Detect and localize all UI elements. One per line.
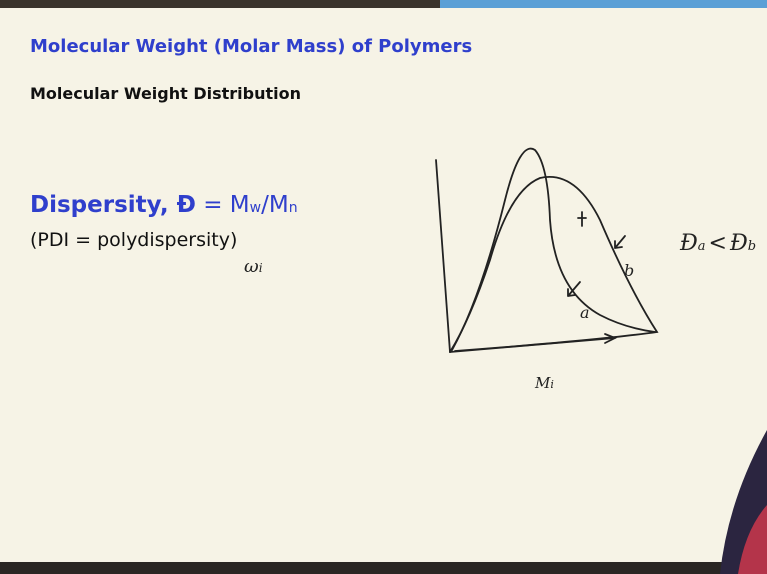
formula-lhs: Dispersity, Đ [30, 192, 196, 218]
formula-sub: n [289, 200, 298, 216]
curve-a-label: a [580, 303, 590, 322]
curve-b-label: b [624, 261, 634, 280]
page: Molecular Weight (Molar Mass) of Polymer… [0, 0, 767, 574]
label-sub: i [259, 261, 263, 275]
d: Đ [679, 231, 698, 256]
top-bar-accent [440, 0, 767, 8]
label: M [534, 374, 551, 392]
formula-m: M [269, 192, 289, 218]
d-sub: b [748, 239, 756, 254]
slide: Molecular Weight (Molar Mass) of Polymer… [0, 0, 767, 574]
top-bar [0, 0, 440, 8]
d-sub: a [698, 239, 706, 254]
bottom-bar [0, 562, 767, 574]
note: (PDI = polydispersity) [30, 229, 237, 251]
formula-equals: = [203, 192, 222, 218]
comparison: Đa<Đb [679, 231, 756, 256]
formula-sub: w [250, 200, 261, 216]
op: < [709, 231, 727, 256]
label-sub: i [550, 378, 554, 391]
d: Đ [729, 231, 748, 256]
formula-m: M [230, 192, 250, 218]
label: ω [244, 256, 259, 277]
title: Molecular Weight (Molar Mass) of Polymer… [30, 36, 472, 57]
subtitle: Molecular Weight Distribution [30, 84, 301, 103]
